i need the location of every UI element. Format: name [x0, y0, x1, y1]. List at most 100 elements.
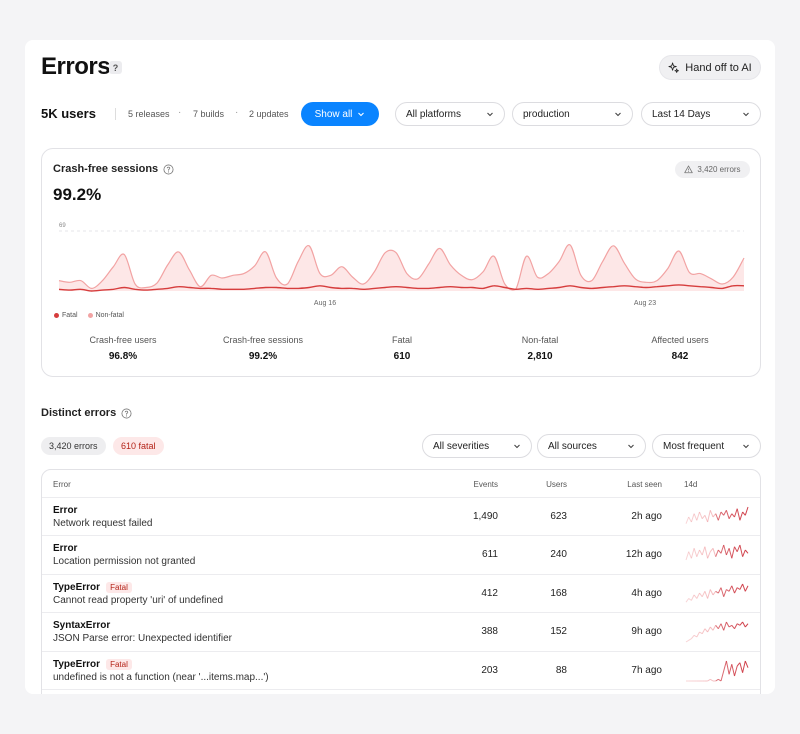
error-message: JSON Parse error: Unexpected identifier — [53, 633, 232, 644]
sparkline-segment — [723, 589, 727, 597]
sparkline-segment — [736, 587, 741, 590]
trend-sparkline — [685, 506, 749, 524]
sparkline-segment — [712, 548, 717, 557]
sort-select[interactable]: Most frequent — [652, 434, 761, 458]
errors-count-pill[interactable]: 3,420 errors — [41, 437, 106, 455]
sparkline-segment — [704, 591, 709, 599]
sparkline-segment — [734, 546, 738, 552]
col-events[interactable]: Events — [473, 480, 498, 489]
sparkline-segment — [717, 549, 722, 554]
card-title: Crash-free sessions — [53, 163, 174, 175]
sparkline-segment — [731, 546, 735, 559]
col-error[interactable]: Error — [53, 480, 71, 489]
source-value: All sources — [548, 440, 597, 452]
legend-fatal[interactable]: Fatal — [54, 312, 78, 319]
stat-crash-free-users: Crash-free users 96.8% — [53, 335, 193, 362]
y-tick-label: 69 — [59, 223, 66, 229]
help-circle-icon[interactable] — [121, 408, 132, 419]
sparkline-segment — [696, 631, 700, 638]
table-row[interactable]: TypeError Fatal undefined is not a functi… — [42, 651, 760, 689]
sparkline-segment — [731, 624, 735, 630]
col-users[interactable]: Users — [546, 480, 567, 489]
sparkline-segment — [744, 549, 749, 554]
sparkline-segment — [704, 515, 709, 523]
severity-value: All severities — [433, 440, 490, 452]
table-row[interactable] — [42, 689, 760, 694]
fatal-count-pill[interactable]: 610 fatal — [113, 437, 164, 455]
sparkline-segment — [718, 678, 722, 682]
date-range-select[interactable]: Last 14 Days — [641, 102, 761, 126]
sparkline-segment — [715, 678, 719, 682]
sparkline-segment — [688, 598, 692, 601]
sparkline-segment — [696, 592, 700, 599]
errors-badge-text: 3,420 errors — [697, 165, 741, 174]
section-title-text: Distinct errors — [41, 407, 117, 419]
fatal-tag: Fatal — [106, 659, 132, 670]
environment-select[interactable]: production — [512, 102, 633, 126]
sparkline-segment — [715, 513, 719, 521]
chevron-down-icon — [628, 444, 634, 449]
table-row[interactable]: Error Location permission not granted 61… — [42, 535, 760, 573]
trend-sparkline — [685, 621, 749, 643]
sparkline-segment — [699, 592, 703, 597]
events-value: 412 — [481, 588, 498, 599]
releases-count[interactable]: 5 releases — [128, 109, 170, 119]
sparkline-segment — [736, 508, 741, 521]
sparkline-segment — [688, 638, 692, 641]
sparkline-segment — [723, 510, 727, 516]
sparkline-segment — [707, 551, 711, 559]
errors-badge[interactable]: 3,420 errors — [675, 161, 750, 178]
sparkline-segment — [717, 511, 722, 521]
source-select[interactable]: All sources — [537, 434, 646, 458]
sparkline-segment — [728, 513, 733, 519]
warning-icon — [684, 165, 694, 174]
error-message: Network request failed — [53, 518, 153, 529]
show-all-button[interactable]: Show all — [301, 102, 379, 126]
sparkline-segment — [717, 623, 722, 629]
sparkline-segment — [720, 587, 725, 597]
hand-off-to-ai-button[interactable]: Hand off to AI — [659, 55, 761, 80]
sparkline-segment — [720, 670, 725, 682]
col-trend: 14d — [684, 480, 698, 489]
chevron-down-icon — [487, 112, 493, 117]
error-type-text: Error — [53, 543, 78, 554]
crash-free-value: 99.2% — [53, 185, 102, 204]
legend-nonfatal[interactable]: Non-fatal — [87, 312, 124, 319]
events-value: 388 — [481, 626, 498, 637]
help-badge[interactable]: ? — [109, 61, 122, 74]
sparkline-segment — [701, 628, 706, 634]
sparkline-segment — [690, 548, 695, 559]
sparkline-segment — [685, 551, 690, 561]
sparkline-segment — [734, 623, 738, 629]
error-type-text: Error — [53, 505, 78, 516]
sparkline-segment — [734, 508, 738, 518]
sparkline-segment — [696, 549, 700, 557]
error-type: TypeError Fatal — [53, 659, 132, 670]
platform-select[interactable]: All platforms — [395, 102, 505, 126]
sparkline-segment — [736, 544, 741, 552]
stat-value: 610 — [393, 351, 411, 362]
stat-value: 2,810 — [527, 351, 553, 362]
error-type-text: TypeError — [53, 659, 101, 670]
stat-label: Crash-free sessions — [222, 335, 304, 345]
sparkline-segment — [723, 660, 727, 672]
x-tick-aug-23: Aug 23 — [634, 300, 656, 307]
sparkline-segment — [696, 511, 700, 521]
sort-value: Most frequent — [663, 440, 725, 452]
table-row[interactable]: Error Network request failed 1,490 623 2… — [42, 497, 760, 535]
help-circle-icon[interactable] — [163, 164, 174, 175]
stat-label: Crash-free users — [89, 335, 157, 345]
error-type-text: TypeError — [53, 582, 101, 593]
trend-sparkline — [686, 660, 749, 682]
sparkline-segment — [701, 591, 706, 597]
sparkline-segment — [688, 551, 692, 559]
table-row[interactable]: SyntaxError JSON Parse error: Unexpected… — [42, 612, 760, 650]
legend-fatal-label: Fatal — [62, 312, 78, 319]
col-last-seen[interactable]: Last seen — [627, 480, 662, 489]
table-row[interactable]: TypeError Fatal Cannot read property 'uri… — [42, 574, 760, 612]
sparkline-segment — [685, 598, 690, 603]
updates-count[interactable]: 2 updates — [249, 109, 289, 119]
builds-count[interactable]: 7 builds — [193, 109, 225, 119]
severity-select[interactable]: All severities — [422, 434, 532, 458]
sparkline-segment — [701, 546, 706, 556]
